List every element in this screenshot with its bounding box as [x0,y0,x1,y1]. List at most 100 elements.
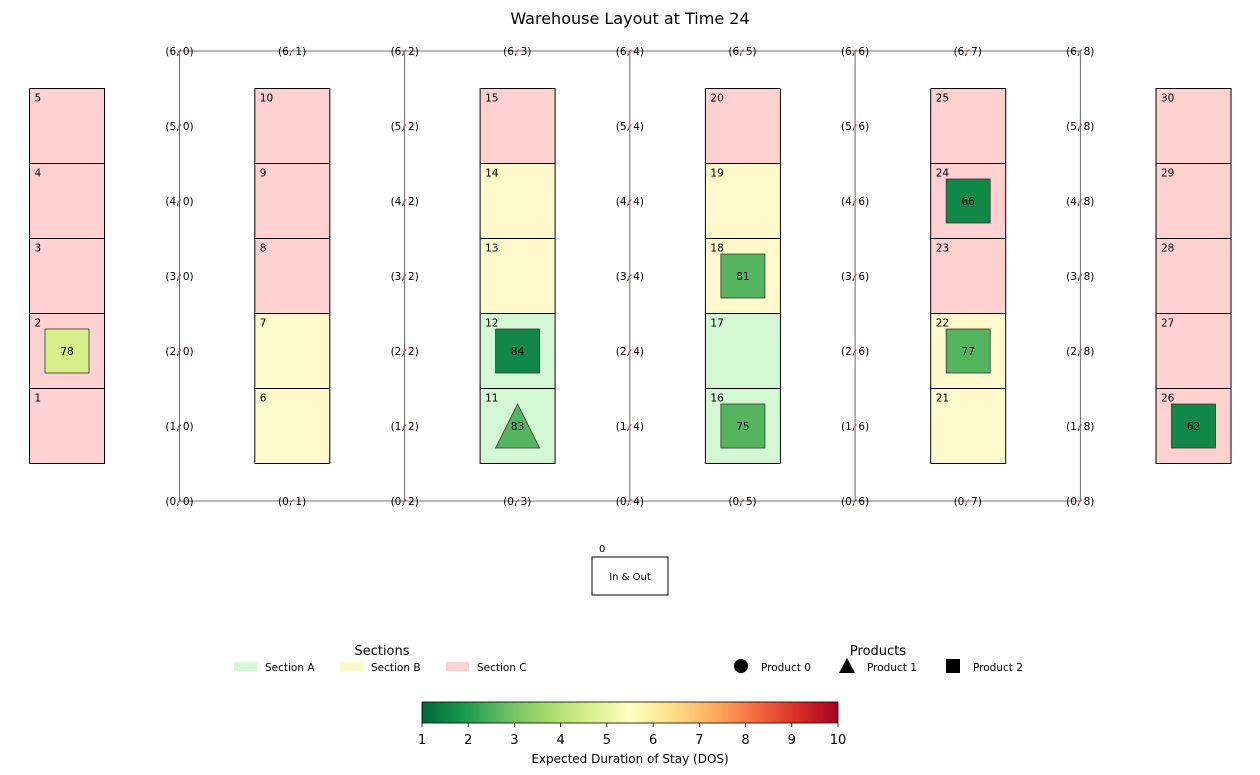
grid-node-label: (6, 3) [503,46,531,58]
storage-location-22[interactable]: 22 77 [930,313,1007,389]
location-cell [704,313,781,389]
storage-location-7[interactable]: 7 [254,313,331,389]
storage-location-1[interactable]: 1 [29,388,105,464]
storage-location-9[interactable]: 9 [254,163,331,239]
grid-node-label: (0, 1) [278,496,306,508]
grid-node-marker [1078,499,1083,503]
storage-location-3[interactable]: 3 [29,238,105,314]
grid-node-label: (6, 0) [165,46,193,58]
storage-location-30[interactable]: 30 [1155,88,1232,164]
storage-location-2[interactable]: 2 78 [29,313,105,389]
storage-location-20[interactable]: 20 [704,88,781,164]
storage-location-14[interactable]: 14 [479,163,556,239]
legend-item-section-a: Section A [234,662,315,674]
products-legend-title: Products [850,644,906,659]
storage-location-13[interactable]: 13 [479,238,556,314]
storage-location-12[interactable]: 12 84 [479,313,556,389]
grid-node-marker [1078,124,1083,128]
location-id: 20 [710,93,723,105]
storage-location-24[interactable]: 24 66 [930,163,1007,239]
product-value: 66 [962,196,976,208]
grid-node-marker [853,49,857,53]
storage-location-21[interactable]: 21 [930,388,1007,464]
storage-location-8[interactable]: 8 [254,238,331,314]
grid-node-marker [853,124,857,128]
location-id: 21 [936,393,949,405]
grid-node-label: (0, 7) [954,496,982,508]
grid-node-label: (3, 0) [165,271,193,283]
location-id: 18 [710,243,723,255]
storage-location-6[interactable]: 6 [254,388,331,464]
location-id: 27 [1161,318,1174,330]
grid-node-label: (4, 4) [616,196,644,208]
grid-node-label: (0, 0) [165,496,193,508]
products-legend: Products Product 0 Product 1 Product 2 [734,644,1023,674]
storage-location-27[interactable]: 27 [1155,313,1232,389]
grid-node-marker [1078,49,1083,53]
grid-node-label: (6, 7) [954,46,982,58]
grid-node-label: (1, 2) [391,421,419,433]
location-cell [254,88,331,164]
colorbar-tick-label: 3 [510,733,518,748]
location-id: 1 [35,393,42,405]
storage-location-11[interactable]: 11 83 [479,388,556,464]
location-cell [29,163,105,239]
location-cell [930,388,1007,464]
location-id: 25 [936,93,949,105]
storage-location-15[interactable]: 15 [479,88,556,164]
grid-node-marker [1078,274,1083,278]
location-id: 12 [485,318,498,330]
location-cell [930,238,1007,314]
location-cell [479,88,556,164]
io-station-id: 0 [599,544,605,555]
grid-node-marker [628,499,632,503]
grid-node-marker [853,274,857,278]
grid-node-marker [402,199,407,203]
grid-node-label: (0, 5) [728,496,756,508]
location-cell [1155,313,1232,389]
grid-node-marker [515,499,520,503]
location-id: 14 [485,168,499,180]
product-square-marker [495,328,541,374]
grid-node-label: (3, 6) [841,271,869,283]
storage-location-28[interactable]: 28 [1155,238,1232,314]
product-square-marker [945,178,991,224]
grid-node-marker [628,274,632,278]
legend-label: Product 0 [761,662,811,674]
grid-node-marker [628,199,632,203]
storage-location-4[interactable]: 4 [29,163,105,239]
grid-node-label: (6, 1) [278,46,306,58]
grid-node-label: (1, 8) [1066,421,1094,433]
colorbar-tick-label: 9 [788,733,796,748]
location-cell [254,313,331,389]
storage-location-17[interactable]: 17 [704,313,781,389]
product-square-marker [720,253,766,299]
colorbar-tick-label: 1 [418,733,426,748]
grid-node-marker [402,49,407,53]
location-cell [1155,238,1232,314]
storage-location-29[interactable]: 29 [1155,163,1232,239]
location-id: 24 [936,168,950,180]
grid-node-label: (5, 6) [841,121,869,133]
colorbar-label: Expected Duration of Stay (DOS) [531,752,728,766]
grid-node-marker [177,499,182,503]
storage-location-26[interactable]: 26 62 [1155,388,1232,464]
storage-location-10[interactable]: 10 [254,88,331,164]
storage-location-25[interactable]: 25 [930,88,1007,164]
location-cell [254,238,331,314]
storage-location-19[interactable]: 19 [704,163,781,239]
grid-node-marker [1078,424,1083,428]
location-id: 5 [35,93,42,105]
legend-label: Section C [477,662,527,674]
grid-node-marker [1078,349,1083,353]
product-square-marker [720,403,766,449]
grid-node-label: (4, 8) [1066,196,1094,208]
grid-node-marker [740,49,745,53]
storage-location-23[interactable]: 23 [930,238,1007,314]
storage-location-5[interactable]: 5 [29,88,105,164]
grid-node-label: (0, 6) [841,496,869,508]
grid-node-marker [965,499,970,503]
grid-node-marker [177,274,182,278]
